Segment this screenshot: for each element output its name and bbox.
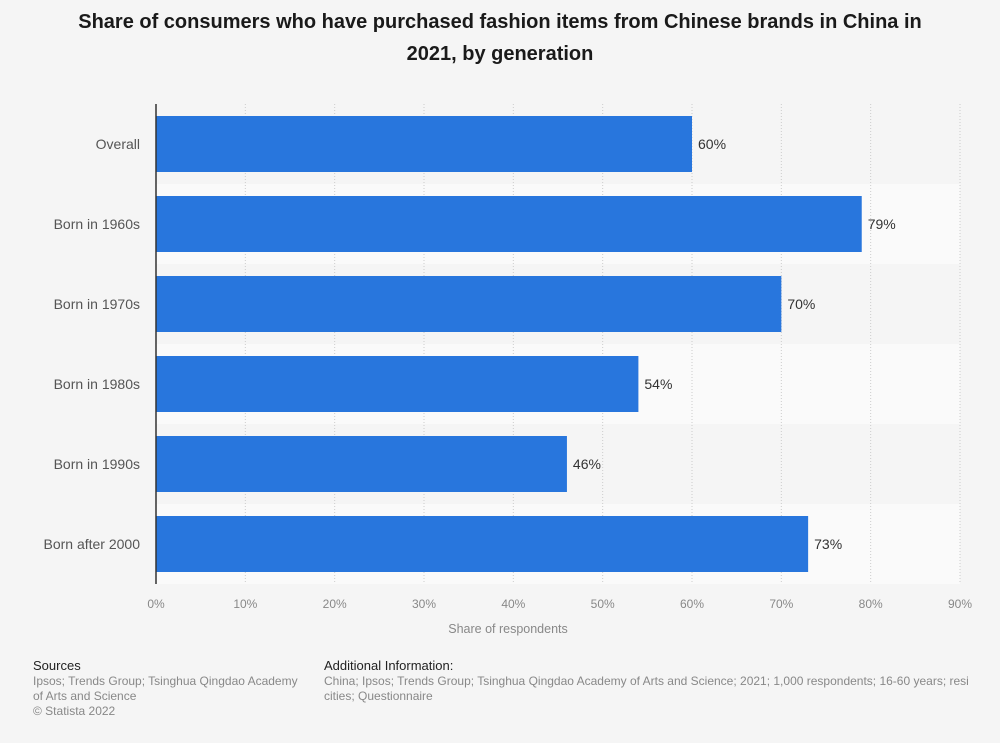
bar-value-label: 54% (644, 376, 672, 392)
additional-info-line-1: China; Ipsos; Trends Group; Tsinghua Qin… (324, 674, 969, 688)
bar (156, 116, 692, 172)
x-tick-label: 10% (233, 597, 257, 611)
chart-title: Share of consumers who have purchased fa… (78, 11, 922, 65)
x-tick-label: 0% (147, 597, 165, 611)
bar (156, 356, 639, 412)
x-tick-label: 80% (859, 597, 883, 611)
copyright-text: © Statista 2022 (33, 704, 116, 718)
category-label: Born in 1980s (54, 376, 140, 392)
bar-value-label: 79% (868, 216, 896, 232)
x-tick-label: 90% (948, 597, 972, 611)
sources-heading[interactable]: Sources (33, 658, 81, 673)
bar-value-label: 73% (814, 536, 842, 552)
x-tick-label: 20% (323, 597, 347, 611)
sources-text-line-1: Ipsos; Trends Group; Tsinghua Qingdao Ac… (33, 674, 298, 688)
bar (156, 196, 862, 252)
additional-info-heading[interactable]: Additional Information: (324, 658, 454, 673)
x-axis-title: Share of respondents (448, 622, 568, 636)
bar (156, 436, 567, 492)
additional-info-line-2: cities; Questionnaire (324, 689, 433, 703)
additional-info-block: Additional Information: China; Ipsos; Tr… (324, 658, 1000, 704)
category-label: Born after 2000 (43, 536, 140, 552)
category-label: Overall (96, 136, 140, 152)
category-label: Born in 1990s (54, 456, 140, 472)
x-tick-label: 70% (769, 597, 793, 611)
bar-value-label: 70% (787, 296, 815, 312)
x-tick-label: 60% (680, 597, 704, 611)
x-tick-label: 30% (412, 597, 436, 611)
bar-value-label: 60% (698, 136, 726, 152)
bar-value-label: 46% (573, 456, 601, 472)
bar (156, 516, 809, 572)
x-tick-label: 40% (501, 597, 525, 611)
sources-text-line-2: of Arts and Science (33, 689, 137, 703)
x-tick-label: 50% (591, 597, 615, 611)
category-label: Born in 1960s (54, 216, 140, 232)
bar (156, 276, 782, 332)
sources-block: Sources Ipsos; Trends Group; Tsinghua Qi… (33, 658, 313, 719)
category-label: Born in 1970s (54, 296, 140, 312)
